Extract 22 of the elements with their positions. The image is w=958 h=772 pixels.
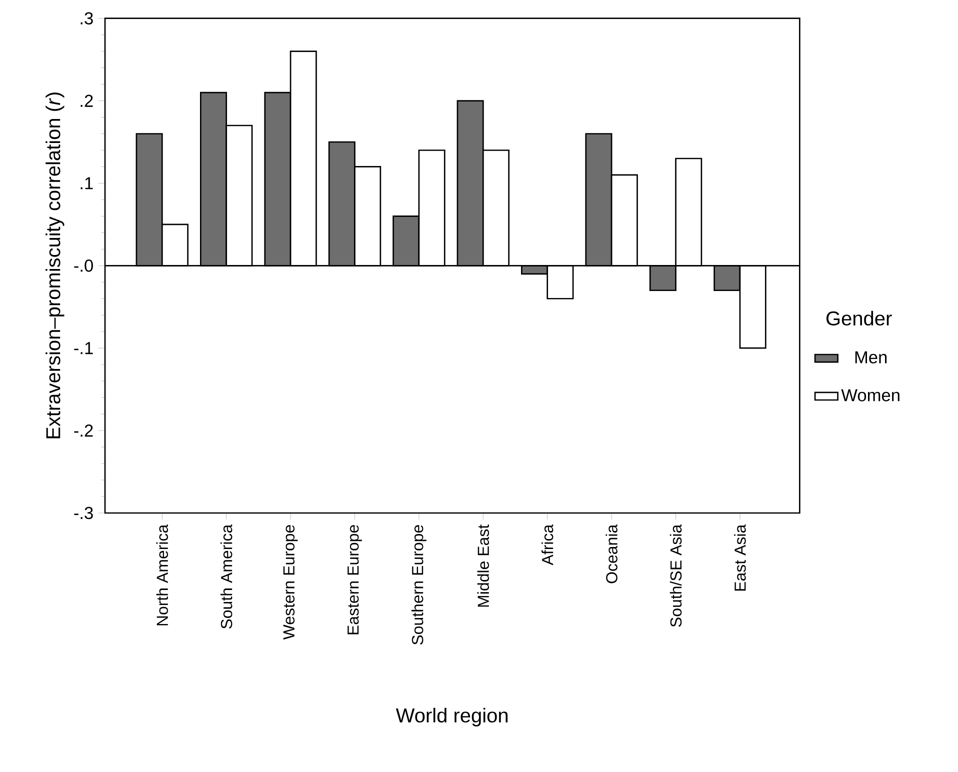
legend-title: Gender — [826, 310, 892, 326]
x-tick-label: North America — [156, 524, 168, 626]
y-tick-label: -.1 — [74, 342, 93, 354]
y-axis-title: Extraversion–promiscuity correlation (r) — [46, 92, 64, 438]
x-tick-label: Africa — [541, 524, 554, 566]
x-tick-label: South/SE Asia — [670, 524, 682, 627]
y-tick-label: -.2 — [74, 424, 93, 437]
legend-label: Men — [855, 351, 887, 364]
x-tick-label: Southern Europe — [412, 525, 426, 645]
y-tick-label: .3 — [80, 12, 93, 24]
y-tick-label: -.0 — [74, 260, 93, 272]
x-tick-label: Oceania — [606, 524, 618, 584]
y-tick-label: -.3 — [74, 506, 93, 520]
x-tick-label: East Asia — [734, 524, 746, 591]
legend-label: Women — [841, 389, 900, 402]
x-tick-label: Middle East — [477, 524, 490, 607]
x-tick-label: Eastern Europe — [348, 525, 362, 634]
y-tick-label: .1 — [80, 177, 93, 190]
x-tick-label: South America — [220, 524, 232, 629]
x-axis-title: World region — [396, 708, 508, 726]
y-tick-label: .2 — [80, 94, 93, 107]
x-tick-label: Western Europe — [283, 525, 298, 640]
